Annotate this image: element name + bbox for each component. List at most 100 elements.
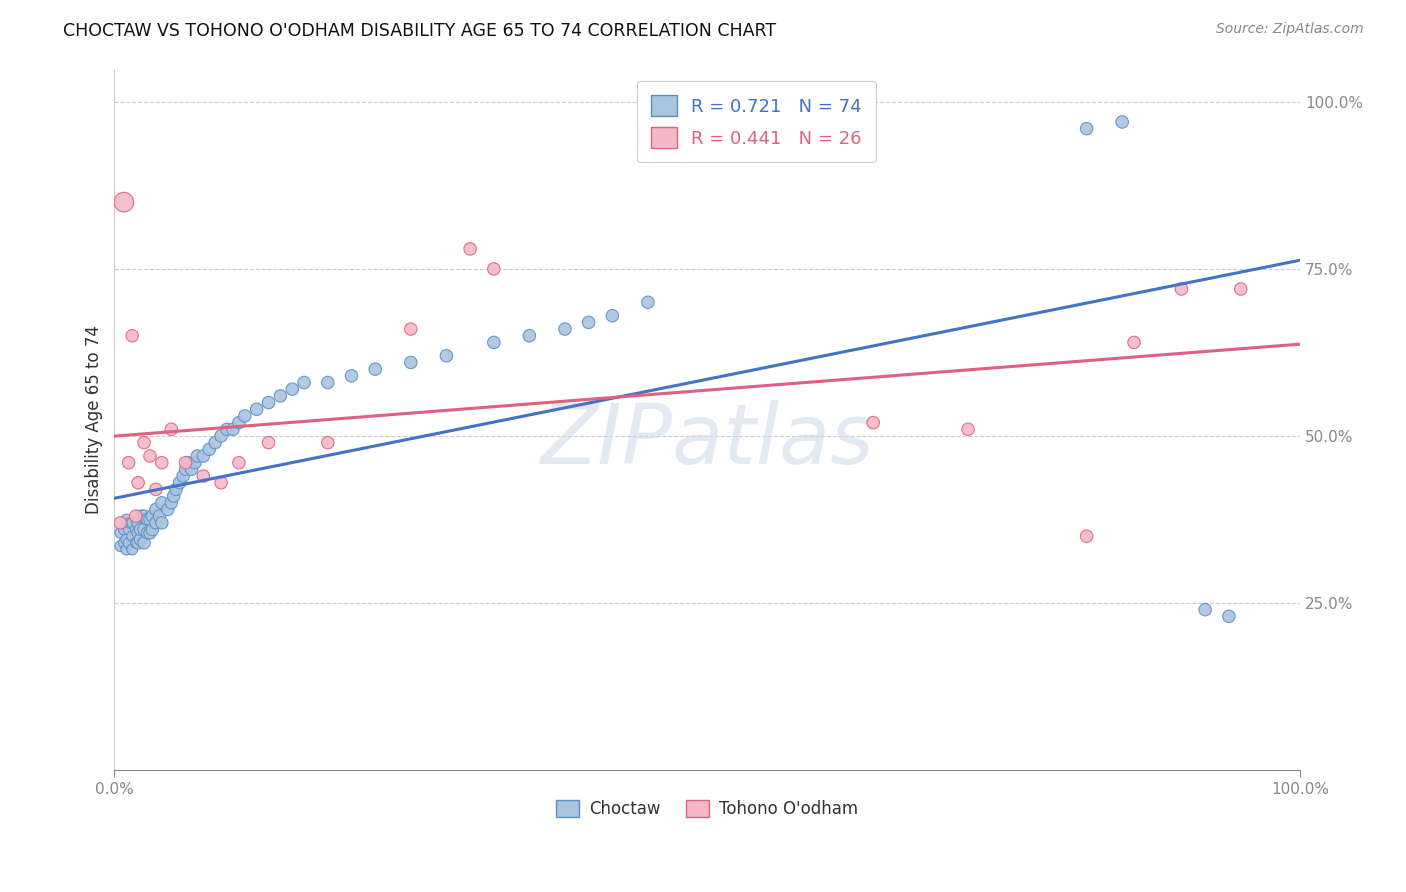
Point <box>150 496 173 510</box>
Point <box>228 416 250 430</box>
Point <box>115 542 138 557</box>
Point <box>125 536 148 550</box>
Point <box>132 435 155 450</box>
Point <box>132 523 155 537</box>
Point <box>117 523 139 537</box>
Point <box>364 362 387 376</box>
Point <box>1170 282 1192 296</box>
Point <box>1123 335 1146 350</box>
Point <box>316 376 339 390</box>
Point <box>121 542 143 557</box>
Point <box>125 509 148 524</box>
Point <box>141 509 163 524</box>
Point <box>193 449 215 463</box>
Point <box>257 435 280 450</box>
Point <box>112 523 135 537</box>
Point <box>281 382 304 396</box>
Point <box>602 309 624 323</box>
Point <box>118 516 141 530</box>
Point <box>637 295 659 310</box>
Text: CHOCTAW VS TOHONO O'ODHAM DISABILITY AGE 65 TO 74 CORRELATION CHART: CHOCTAW VS TOHONO O'ODHAM DISABILITY AGE… <box>63 22 776 40</box>
Point <box>399 355 422 369</box>
Point <box>519 328 541 343</box>
Point <box>316 435 339 450</box>
Point <box>121 529 143 543</box>
Text: Source: ZipAtlas.com: Source: ZipAtlas.com <box>1216 22 1364 37</box>
Point <box>165 483 187 497</box>
Point <box>1076 121 1098 136</box>
Point <box>121 516 143 530</box>
Point <box>172 469 194 483</box>
Point <box>145 516 167 530</box>
Point <box>399 322 422 336</box>
Point <box>482 262 505 277</box>
Point <box>198 442 221 457</box>
Point <box>160 422 183 436</box>
Point <box>209 429 232 443</box>
Point <box>148 509 170 524</box>
Point <box>125 523 148 537</box>
Point <box>169 475 191 490</box>
Point <box>458 242 481 256</box>
Point <box>184 456 207 470</box>
Point <box>186 449 208 463</box>
Point <box>145 502 167 516</box>
Point <box>257 395 280 409</box>
Point <box>1076 529 1098 543</box>
Legend: Choctaw, Tohono O'odham: Choctaw, Tohono O'odham <box>550 793 865 825</box>
Point <box>110 539 132 553</box>
Point <box>129 533 152 547</box>
Point <box>141 523 163 537</box>
Point <box>127 516 149 530</box>
Point <box>131 509 153 524</box>
Point <box>340 368 363 383</box>
Point <box>434 349 457 363</box>
Point <box>160 496 183 510</box>
Point <box>156 502 179 516</box>
Point <box>132 536 155 550</box>
Point <box>112 195 135 210</box>
Point <box>121 328 143 343</box>
Point <box>127 475 149 490</box>
Point <box>233 409 256 423</box>
Point <box>129 523 152 537</box>
Point <box>110 516 132 530</box>
Point <box>554 322 576 336</box>
Point <box>174 462 197 476</box>
Point <box>215 422 238 436</box>
Point <box>1218 609 1240 624</box>
Point <box>117 536 139 550</box>
Point <box>132 509 155 524</box>
Point <box>110 525 132 540</box>
Point <box>150 456 173 470</box>
Point <box>1111 115 1133 129</box>
Point <box>177 456 200 470</box>
Point <box>269 389 291 403</box>
Point <box>193 469 215 483</box>
Point <box>115 533 138 547</box>
Point <box>246 402 269 417</box>
Point <box>150 516 173 530</box>
Point <box>117 456 139 470</box>
Point <box>127 536 149 550</box>
Point <box>115 512 138 526</box>
Point <box>163 489 186 503</box>
Point <box>136 512 159 526</box>
Point <box>174 456 197 470</box>
Point <box>1194 602 1216 616</box>
Point <box>228 456 250 470</box>
Point <box>204 435 226 450</box>
Point <box>957 422 980 436</box>
Point <box>578 315 600 329</box>
Point <box>1229 282 1251 296</box>
Point <box>482 335 505 350</box>
Point <box>139 512 162 526</box>
Point <box>180 462 202 476</box>
Point <box>292 376 315 390</box>
Point <box>145 483 167 497</box>
Text: ZIPatlas: ZIPatlas <box>540 400 875 481</box>
Point <box>112 536 135 550</box>
Point <box>222 422 245 436</box>
Point <box>862 416 884 430</box>
Point <box>139 449 162 463</box>
